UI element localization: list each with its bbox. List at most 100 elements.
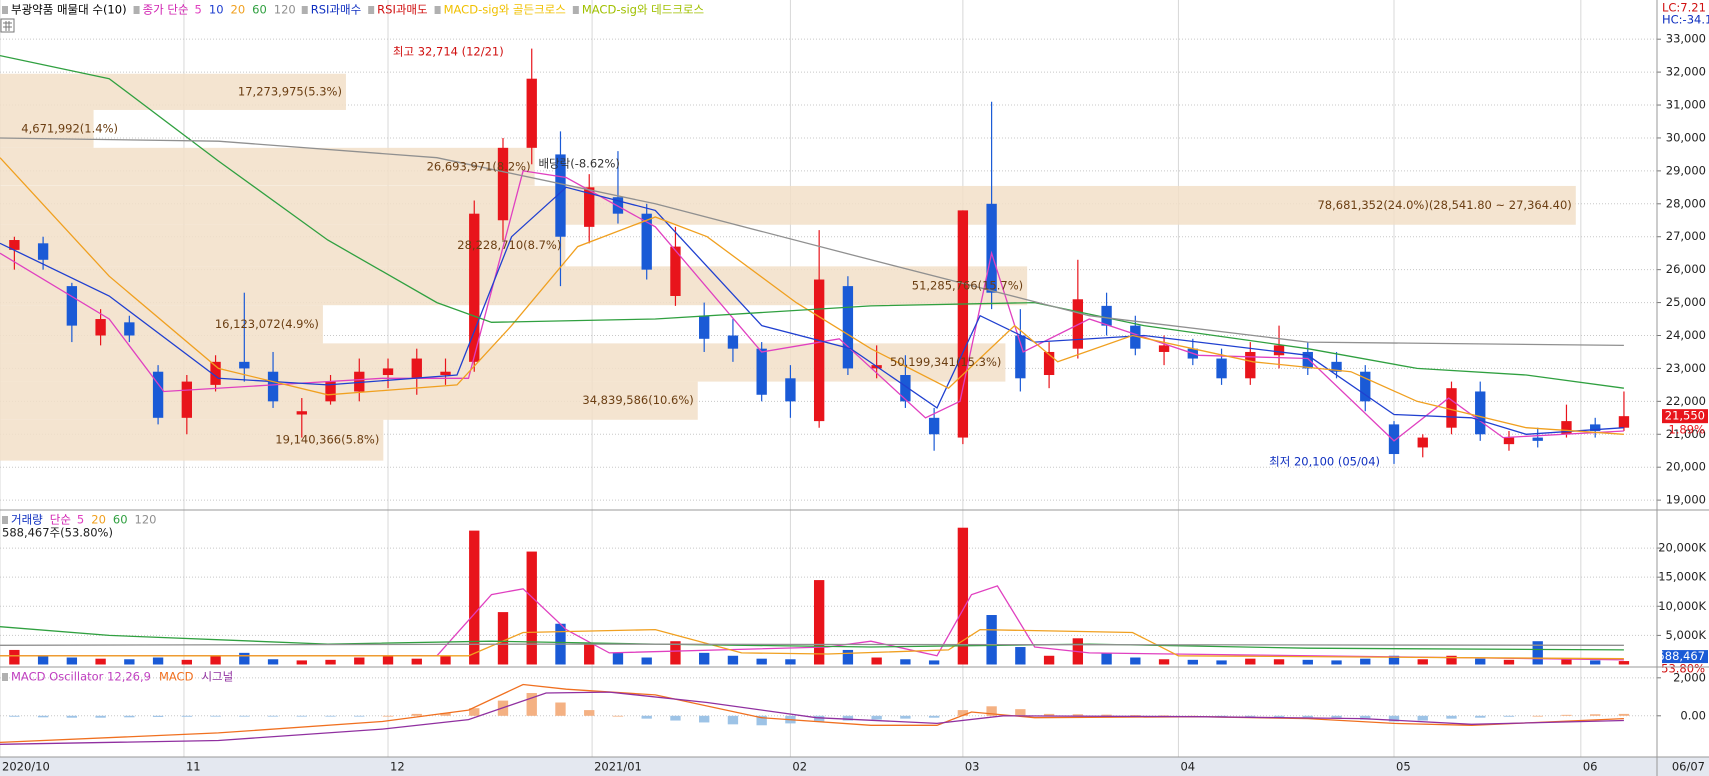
candle-body — [469, 213, 480, 362]
volume-bar — [727, 655, 739, 665]
oscillator-bar — [37, 715, 49, 718]
oscillator-bar — [181, 715, 192, 717]
volume-profile-band — [0, 73, 346, 110]
candle-body — [1446, 388, 1457, 428]
ma-line — [0, 186, 1624, 435]
candle-body — [239, 361, 250, 369]
oscillator-bar — [584, 710, 595, 716]
candle-body — [411, 358, 422, 379]
candle-body — [1245, 351, 1256, 379]
oscillator-bar — [210, 715, 221, 717]
oscillator-bar — [526, 693, 537, 716]
oscillator-bar — [928, 715, 940, 718]
legend-marker — [2, 673, 8, 681]
candle-body — [986, 203, 997, 293]
y-tick-label: 5,000K — [1666, 628, 1707, 642]
candle-body — [152, 371, 164, 418]
last-price-label: 21,550 — [1665, 409, 1705, 423]
oscillator-bar — [1158, 715, 1170, 717]
volume-bar — [95, 658, 106, 665]
volume-bar — [612, 652, 624, 665]
candle-body — [1590, 424, 1601, 431]
legend-entry: 20 — [231, 3, 246, 17]
legend-title: MACD Oscillator 12,26,9 — [11, 670, 151, 684]
volume-bar — [497, 612, 509, 665]
indicator-label: LC:7.21 — [1662, 1, 1706, 15]
oscillator-bar — [1302, 715, 1313, 718]
lines-layer — [0, 54, 1624, 745]
x-tick-label: 11 — [186, 760, 201, 774]
ma-line — [0, 628, 1624, 660]
oscillator-bar — [612, 715, 624, 717]
candle-body — [1015, 335, 1026, 379]
annotation: 배당락(-8.62%) — [538, 157, 619, 171]
volume-bar — [1043, 655, 1055, 665]
volume-bar — [1216, 660, 1227, 665]
y-tick-label: 21,000 — [1666, 427, 1706, 441]
oscillator-bar — [411, 713, 422, 716]
volume-bar — [1158, 659, 1170, 665]
oscillator-bar — [267, 715, 279, 717]
volume-bar — [296, 660, 307, 665]
volume-info: 588,467주(53.80%) — [2, 526, 113, 540]
volume-bar — [1503, 659, 1515, 665]
settings-icon-grid — [3, 21, 12, 31]
annotation: 최고 32,714 (12/21) — [393, 45, 504, 59]
volume-ratio-label: 53.80% — [1661, 662, 1705, 676]
candle-body — [1043, 351, 1055, 376]
volume-bar — [641, 657, 652, 665]
volume-profile-label: 28,228,710(8.7%) — [457, 238, 561, 252]
volume-profile-band — [0, 109, 94, 148]
x-tick-label: 02 — [792, 760, 807, 774]
volume-bar — [1187, 659, 1198, 665]
volume-profile-label: 51,285,766(15.7%) — [912, 278, 1023, 292]
oscillator-bar — [152, 715, 164, 717]
volume-profile-label: 17,273,975(5.3%) — [238, 84, 342, 98]
volume-bar — [584, 644, 595, 665]
candle-body — [1101, 305, 1112, 326]
y-tick-label: 23,000 — [1666, 361, 1706, 375]
legend-marker — [133, 6, 140, 14]
candle-body — [842, 286, 854, 369]
volume-bar — [124, 659, 135, 665]
oscillator-bar — [957, 710, 969, 716]
oscillator-bar — [124, 715, 135, 718]
volume-bar — [1015, 647, 1026, 665]
volume-bar — [382, 655, 394, 665]
volume-bar — [1101, 652, 1112, 665]
settings-icon[interactable] — [0, 18, 15, 33]
volume-bar — [986, 615, 997, 665]
candle-body — [1158, 345, 1170, 352]
legend-entry: 120 — [274, 3, 296, 17]
oscillator-bar — [469, 708, 480, 716]
oscillator-bar — [555, 702, 566, 716]
volume-bar — [66, 657, 78, 665]
candle-body — [1532, 437, 1543, 441]
volume-profile-label: 19,140,366(5.8%) — [275, 433, 379, 447]
y-tick-label: 28,000 — [1666, 196, 1706, 210]
volume-profile-label: 4,671,992(1.4%) — [21, 121, 118, 135]
volume-bar — [526, 551, 537, 665]
legend-entry: 5 — [77, 513, 84, 527]
candle-body — [37, 243, 49, 260]
y-tick-label: 29,000 — [1666, 163, 1706, 177]
oscillator-bar — [1475, 715, 1486, 718]
y-tick-label: 32,000 — [1666, 65, 1706, 79]
oscillator-bar — [727, 715, 739, 725]
y-tick-label: 15,000K — [1658, 570, 1706, 584]
x-tick-label: 05 — [1396, 760, 1411, 774]
oscillator-bar — [1072, 714, 1084, 716]
ma-line — [0, 54, 1624, 389]
oscillator-bar — [1101, 714, 1112, 716]
candle-body — [1331, 361, 1342, 372]
candle-body — [95, 319, 106, 336]
candle-body — [382, 368, 394, 376]
volume-bar — [1360, 658, 1371, 665]
volume-bar — [1273, 659, 1285, 665]
candle-body — [1216, 358, 1227, 379]
candle-body — [756, 348, 767, 395]
ma-line — [0, 137, 1624, 347]
